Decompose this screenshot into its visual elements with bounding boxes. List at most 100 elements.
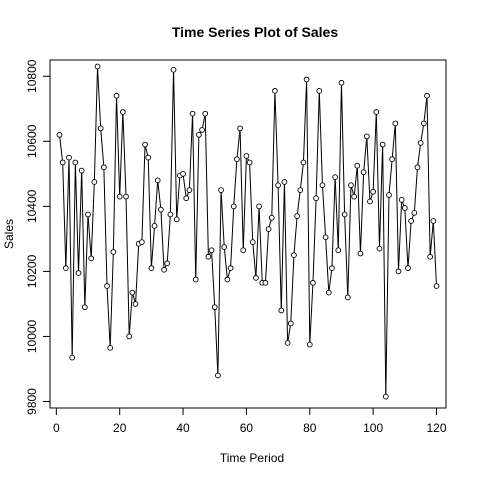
data-point xyxy=(123,193,129,200)
x-tick-label: 120 xyxy=(426,421,446,435)
series-line-segment xyxy=(337,82,342,251)
data-point xyxy=(313,195,319,202)
y-tick-label: 10400 xyxy=(25,189,39,223)
data-point xyxy=(344,294,351,301)
data-point xyxy=(411,210,418,216)
data-point xyxy=(145,154,152,161)
data-point xyxy=(69,354,76,361)
data-point xyxy=(224,276,231,283)
series-line-segment xyxy=(90,181,95,259)
data-point xyxy=(59,159,66,166)
series-line-segment xyxy=(287,323,292,344)
series-line-segment xyxy=(353,165,358,197)
series-line-segment xyxy=(233,159,238,207)
data-point xyxy=(158,206,164,213)
series-line-segment xyxy=(204,113,209,257)
data-point xyxy=(417,140,424,146)
data-point xyxy=(363,133,370,140)
data-point xyxy=(332,174,338,180)
series-line-segment xyxy=(125,196,130,337)
series-line-segment xyxy=(334,177,339,251)
x-tick-label: 20 xyxy=(113,421,127,435)
data-point xyxy=(85,211,91,218)
data-point xyxy=(367,198,373,205)
data-point xyxy=(275,182,281,189)
data-point xyxy=(433,283,440,289)
data-point xyxy=(382,393,389,400)
series-line-segment xyxy=(280,181,285,311)
data-point xyxy=(249,239,256,245)
data-point xyxy=(221,244,228,250)
series-line-segment xyxy=(59,134,64,163)
series-line-segment xyxy=(81,170,86,308)
data-point xyxy=(246,159,253,166)
data-point xyxy=(107,344,114,351)
series-line-segment xyxy=(423,95,428,124)
series-line-segment xyxy=(407,220,412,269)
x-axis-label: Time Period xyxy=(220,451,284,465)
series-line-segment xyxy=(359,172,365,254)
series-line-segment xyxy=(420,123,425,144)
y-axis-label: Sales xyxy=(2,219,16,249)
data-point xyxy=(167,211,174,218)
data-point xyxy=(424,92,430,99)
series-line-segment xyxy=(340,82,346,215)
series-line-segment xyxy=(160,209,165,270)
series-line-segment xyxy=(217,190,222,376)
data-point xyxy=(202,110,209,117)
series-line-segment xyxy=(100,128,105,168)
x-axis: 0 20 40 60 80 100 120 xyxy=(53,407,447,435)
data-point xyxy=(338,79,345,86)
series-line-segment xyxy=(328,268,333,293)
series-line-segment xyxy=(150,225,156,269)
series-line-segment xyxy=(195,134,200,280)
data-point xyxy=(262,279,269,286)
data-point xyxy=(110,249,117,255)
data-point xyxy=(281,179,288,185)
series-line-segment xyxy=(166,214,171,264)
data-point xyxy=(303,76,310,83)
data-point xyxy=(148,265,155,271)
series-line-segment xyxy=(397,199,403,272)
data-point xyxy=(348,182,354,189)
series-line-segment xyxy=(220,190,225,248)
series-line-segment xyxy=(122,112,127,197)
data-point xyxy=(430,218,437,224)
series-line-segment xyxy=(416,142,422,168)
data-point xyxy=(357,250,364,257)
series-line-segment xyxy=(242,155,247,251)
data-point xyxy=(360,169,367,176)
series-line-segment xyxy=(214,307,219,376)
series-line-segment xyxy=(106,286,111,348)
data-point xyxy=(265,226,272,232)
data-point xyxy=(389,156,395,163)
series-line-segment xyxy=(93,66,99,182)
data-point xyxy=(234,156,240,163)
data-point xyxy=(88,255,95,262)
y-tick-label: 9800 xyxy=(25,388,39,415)
y-tick-label: 10600 xyxy=(25,124,39,158)
data-point xyxy=(170,66,177,73)
series-line-segment xyxy=(128,292,133,337)
series-line-segment xyxy=(302,79,308,163)
data-point xyxy=(154,177,161,184)
series-line-segment xyxy=(382,144,387,397)
data-point xyxy=(386,192,392,198)
series-line-segment xyxy=(363,136,368,173)
data-point xyxy=(291,252,297,258)
data-point xyxy=(104,283,110,289)
data-point xyxy=(211,304,218,311)
series-line-segment xyxy=(299,162,304,191)
data-point xyxy=(306,341,313,348)
series-line-segment xyxy=(429,220,434,257)
data-point xyxy=(66,154,72,161)
y-tick-label: 10800 xyxy=(25,59,39,93)
data-point xyxy=(354,162,361,169)
data-point xyxy=(373,109,380,115)
data-point xyxy=(186,187,193,193)
data-point xyxy=(268,214,275,221)
x-tick-label: 0 xyxy=(53,421,60,435)
series-line-segment xyxy=(318,90,323,186)
data-point xyxy=(56,131,63,138)
